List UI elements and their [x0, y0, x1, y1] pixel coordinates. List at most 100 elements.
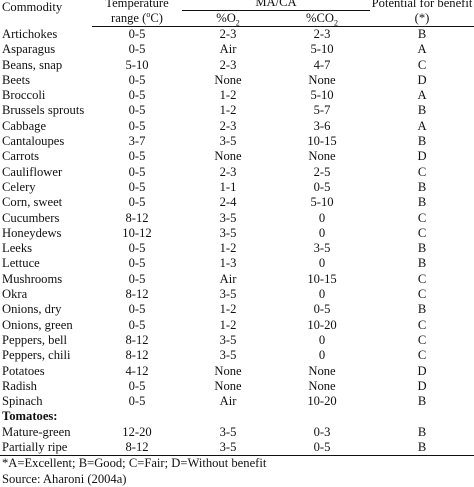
cell-temp: 10-12: [122, 225, 152, 240]
table-row: Onions, dry 0-5 1-2 0-5 B: [0, 302, 474, 317]
cell-name: Beets: [2, 72, 30, 87]
section-row: Tomatoes:: [0, 409, 474, 424]
cell-o2: 1-2: [219, 103, 237, 118]
cell-co2: 5-10: [310, 42, 334, 57]
cell-o2: 2-3: [219, 57, 237, 72]
cell-benefit: B: [370, 440, 474, 457]
cell-name: Onions, dry: [2, 302, 62, 317]
cell-co2: None: [308, 378, 336, 393]
cell-temp: 0-5: [128, 42, 146, 57]
table-row: Partially ripe 8-12 3-5 0-5 B: [0, 440, 474, 457]
table-row: Cauliflower 0-5 2-3 2-5 C: [0, 165, 474, 180]
cell-benefit: B: [417, 27, 427, 41]
cell-temp: 8-12: [125, 287, 149, 302]
cell-co2: 10-15: [307, 134, 337, 149]
table-row: Spinach 0-5 Air 10-20 B: [0, 394, 474, 409]
cell-co2: None: [308, 363, 336, 378]
cell-name: Asparagus: [2, 42, 56, 57]
cell-co2: 0: [318, 287, 326, 302]
table-row: Leeks 0-5 1-2 3-5 B: [0, 241, 474, 256]
temperature-suffix: C): [150, 10, 163, 25]
cell-benefit: B: [417, 424, 427, 439]
cell-temp: 0-5: [128, 27, 146, 41]
cell-o2: 2-3: [219, 164, 237, 179]
temperature-prefix: range (: [111, 10, 147, 25]
cell-temp: 3-7: [128, 134, 146, 149]
cell-o2: 2-3: [219, 118, 237, 133]
header-benefit-line2: (*): [370, 10, 474, 27]
cell-o2: 1-2: [219, 241, 237, 256]
cell-co2: 3-5: [313, 241, 331, 256]
cell-benefit: C: [417, 225, 427, 240]
table-row: Cucumbers 8-12 3-5 0 C: [0, 211, 474, 226]
cell-temp: 0-5: [128, 195, 146, 210]
cell-co2: 0: [318, 210, 326, 225]
cell-o2: None: [214, 378, 242, 393]
header-temperature-line1: Temperature: [105, 0, 169, 10]
cell-benefit: A: [417, 42, 427, 57]
cell-temp: 0-5: [128, 179, 146, 194]
cell-o2: 3-5: [182, 440, 274, 457]
cell-o2: 1-2: [219, 317, 237, 332]
cell-name: Peppers, bell: [2, 332, 68, 347]
cell-o2: Air: [219, 394, 237, 409]
cell-o2: 1-1: [219, 179, 237, 194]
section-label: Tomatoes:: [2, 409, 58, 424]
cell-name: Okra: [2, 287, 28, 302]
cell-co2: 0: [318, 348, 326, 363]
cell-temp: 0-5: [128, 88, 146, 103]
table-row: Beets 0-5 None None D: [0, 73, 474, 88]
cell-name: Broccoli: [2, 88, 46, 103]
cell-temp: 8-12: [125, 348, 149, 363]
cell-benefit: D: [417, 72, 427, 87]
cell-benefit: B: [417, 195, 427, 210]
table-row: Brussels sprouts 0-5 1-2 5-7 B: [0, 103, 474, 118]
cell-co2: 10-20: [307, 394, 337, 409]
cell-name: Lettuce: [2, 256, 40, 271]
cell-temp: 0-5: [128, 271, 146, 286]
cell-temp: 8-12: [92, 440, 182, 457]
table-row: Broccoli 0-5 1-2 5-10 A: [0, 88, 474, 103]
table-row: Honeydews 10-12 3-5 0 C: [0, 226, 474, 241]
cell-name: Corn, sweet: [2, 195, 63, 210]
table-row: Peppers, bell 8-12 3-5 0 C: [0, 333, 474, 348]
co2-prefix: %CO: [306, 11, 334, 25]
cell-o2: Air: [219, 42, 237, 57]
cell-co2: 4-7: [313, 57, 331, 72]
cell-co2: 0-5: [313, 179, 331, 194]
cell-name: Cucumbers: [2, 210, 60, 225]
cell-temp: 12-20: [122, 424, 152, 439]
table-row: Carrots 0-5 None None D: [0, 149, 474, 164]
cell-name: Celery: [2, 179, 36, 194]
table-row: Peppers, chili 8-12 3-5 0 C: [0, 348, 474, 363]
table-row: Artichokes 0-5 2-3 2-3 B: [0, 27, 474, 43]
cell-benefit: A: [417, 118, 427, 133]
footnote-row: *A=Excellent; B=Good; C=Fair; D=Without …: [0, 456, 474, 472]
cell-o2: None: [214, 72, 242, 87]
cell-co2: 10-20: [307, 317, 337, 332]
co2-sub: 2: [334, 18, 338, 28]
cell-o2: None: [214, 149, 242, 164]
cell-name: Onions, green: [2, 317, 73, 332]
cell-benefit: C: [417, 332, 427, 347]
table-row: Mushrooms 0-5 Air 10-15 C: [0, 272, 474, 287]
cell-benefit: C: [417, 57, 427, 72]
cell-benefit: B: [417, 256, 427, 271]
cell-name: Radish: [2, 378, 37, 393]
cell-name: Brussels sprouts: [2, 103, 85, 118]
cell-temp: 8-12: [125, 210, 149, 225]
table-body: Artichokes 0-5 2-3 2-3 B Asparagus 0-5 Air 5-10 A…: [0, 27, 474, 487]
cell-co2: 0-5: [313, 302, 331, 317]
cell-co2: 3-6: [313, 118, 331, 133]
cell-o2: 2-4: [219, 195, 237, 210]
header-commodity: Commodity: [2, 0, 63, 14]
cell-benefit: C: [417, 271, 427, 286]
table-row: Potatoes 4-12 None None D: [0, 364, 474, 379]
cell-benefit: D: [417, 378, 427, 393]
cell-o2: 3-5: [219, 225, 237, 240]
cell-benefit: D: [417, 363, 427, 378]
cell-name: Potatoes: [2, 363, 45, 378]
table-row: Onions, green 0-5 1-2 10-20 C: [0, 318, 474, 333]
cell-name: Cantaloupes: [2, 134, 65, 149]
cell-o2: 3-5: [219, 287, 237, 302]
